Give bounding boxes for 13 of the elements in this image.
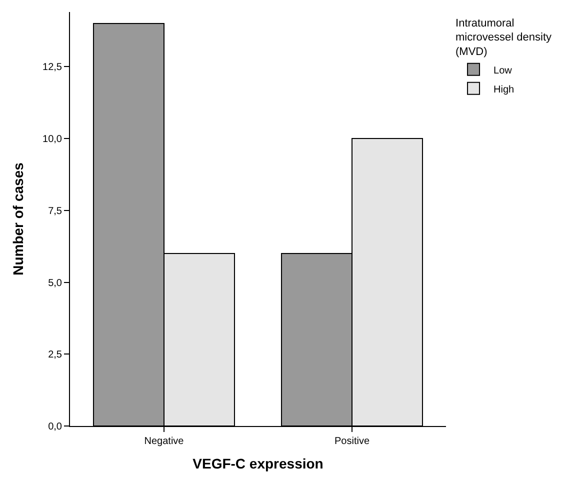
y-tick-label: 12,5 — [42, 62, 62, 74]
y-tick-label: 10,0 — [42, 134, 62, 145]
x-axis-title: VEGF-C expression — [192, 455, 324, 472]
y-tick-label: 2,5 — [48, 350, 62, 361]
y-axis-title: Number of cases — [10, 162, 26, 276]
legend-title: Intratumoral microvessel density (MVD) — [456, 17, 552, 58]
legend-label: High — [494, 84, 514, 96]
x-tick-label: Positive — [334, 436, 370, 447]
legend-label: Low — [494, 65, 513, 76]
y-tick-label: 5,0 — [48, 278, 62, 289]
y-tick-label: 7,5 — [48, 206, 62, 217]
y-tick-label: 0,0 — [48, 422, 62, 432]
x-tick-label: Negative — [144, 436, 184, 447]
